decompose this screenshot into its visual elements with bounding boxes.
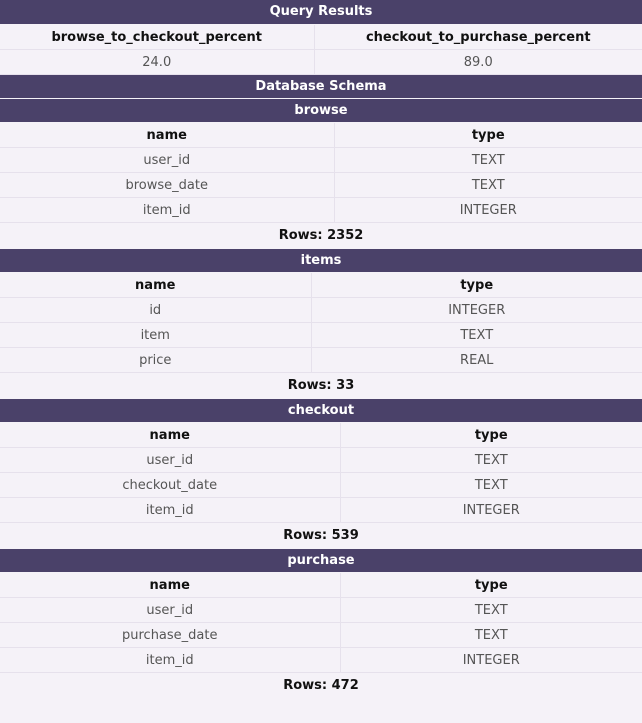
table-cell: user_id: [0, 447, 341, 473]
table-cell: item_id: [0, 197, 335, 223]
table-title-browse: browse: [0, 99, 642, 123]
query-results-header-row: browse_to_checkout_percent checkout_to_p…: [0, 25, 642, 50]
table-cell: user_id: [0, 147, 335, 173]
column-header: name: [0, 423, 341, 448]
schema-header-row: name type: [0, 123, 642, 148]
table-row: browse_date TEXT: [0, 172, 642, 198]
column-header: name: [0, 123, 335, 148]
table-cell: REAL: [311, 347, 642, 373]
table-row: user_id TEXT: [0, 147, 642, 173]
row-count: Rows: 2352: [278, 228, 364, 243]
table-cell: INTEGER: [334, 197, 642, 223]
table-cell: user_id: [0, 597, 341, 623]
table-cell: price: [0, 347, 312, 373]
column-header: name: [0, 573, 341, 598]
table-cell: TEXT: [334, 172, 642, 198]
schema-header-row: name type: [0, 273, 642, 298]
schema-table-browse: name type user_id TEXT browse_date TEXT …: [0, 123, 642, 223]
table-row: item_id INTEGER: [0, 647, 642, 673]
table-row: user_id TEXT: [0, 597, 642, 623]
column-header: type: [334, 123, 642, 148]
table-cell: TEXT: [340, 597, 642, 623]
table-cell: TEXT: [340, 447, 642, 473]
column-header: name: [0, 273, 312, 298]
table-cell: item_id: [0, 497, 341, 523]
table-cell: INTEGER: [311, 297, 642, 323]
table-row: 24.0 89.0: [0, 49, 642, 75]
query-results-table: browse_to_checkout_percent checkout_to_p…: [0, 25, 642, 75]
row-count: Rows: 539: [283, 528, 359, 543]
table-cell: INTEGER: [340, 647, 642, 673]
column-header: type: [340, 573, 642, 598]
table-row: item_id INTEGER: [0, 197, 642, 223]
schema-table-purchase: name type user_id TEXT purchase_date TEX…: [0, 573, 642, 673]
table-cell: INTEGER: [340, 497, 642, 523]
table-cell: checkout_date: [0, 472, 341, 498]
table-cell: 89.0: [314, 49, 642, 75]
query-results-header: Query Results: [0, 0, 642, 25]
table-row: id INTEGER: [0, 297, 642, 323]
schema-header-row: name type: [0, 423, 642, 448]
table-cell: item: [0, 322, 312, 348]
column-header: checkout_to_purchase_percent: [314, 25, 642, 50]
column-header: type: [311, 273, 642, 298]
schema-table-checkout: name type user_id TEXT checkout_date TEX…: [0, 423, 642, 523]
table-cell: TEXT: [340, 472, 642, 498]
table-title-checkout: checkout: [0, 399, 642, 423]
schema-table-items: name type id INTEGER item TEXT price REA…: [0, 273, 642, 373]
table-row: purchase_date TEXT: [0, 622, 642, 648]
table-cell: id: [0, 297, 312, 323]
table-row: user_id TEXT: [0, 447, 642, 473]
table-cell: TEXT: [334, 147, 642, 173]
table-cell: item_id: [0, 647, 341, 673]
database-schema-header: Database Schema: [0, 75, 642, 99]
column-header: type: [340, 423, 642, 448]
table-cell: TEXT: [340, 622, 642, 648]
schema-header-row: name type: [0, 573, 642, 598]
table-title-purchase: purchase: [0, 549, 642, 573]
row-count: Rows: 472: [283, 678, 359, 693]
table-title-items: items: [0, 249, 642, 273]
table-row: item_id INTEGER: [0, 497, 642, 523]
table-row: checkout_date TEXT: [0, 472, 642, 498]
column-header: browse_to_checkout_percent: [0, 25, 315, 50]
table-cell: browse_date: [0, 172, 335, 198]
table-cell: TEXT: [311, 322, 642, 348]
table-cell: 24.0: [0, 49, 315, 75]
row-count: Rows: 33: [287, 378, 355, 393]
table-row: item TEXT: [0, 322, 642, 348]
table-cell: purchase_date: [0, 622, 341, 648]
table-row: price REAL: [0, 347, 642, 373]
